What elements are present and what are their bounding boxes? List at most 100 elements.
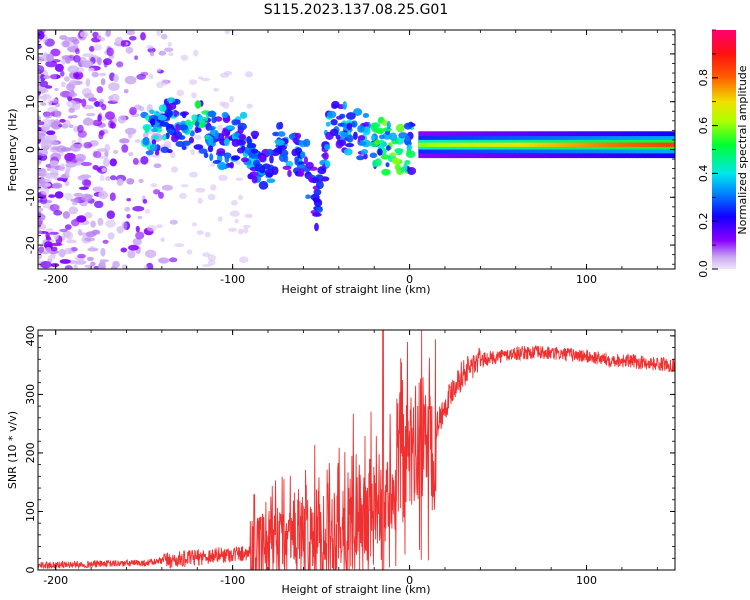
heatmap-noise-blob bbox=[217, 124, 223, 131]
heatmap-noise-blob bbox=[146, 45, 154, 50]
heatmap-noise-blob bbox=[110, 93, 120, 103]
heatmap-noise-blob bbox=[81, 179, 92, 186]
heatmap-signal-blob bbox=[315, 180, 324, 190]
heatmap-noise-blob bbox=[54, 87, 59, 92]
heatmap-noise-blob bbox=[41, 118, 52, 127]
heatmap-noise-blob bbox=[77, 136, 82, 144]
x-tick-label: 0 bbox=[406, 574, 413, 587]
heatmap-noise-blob bbox=[98, 72, 107, 77]
heatmap-noise-blob bbox=[191, 92, 197, 99]
heatmap-carrier-segment bbox=[563, 142, 569, 147]
heatmap-noise-blob bbox=[70, 143, 81, 152]
heatmap-signal-blob bbox=[312, 212, 322, 217]
heatmap-carrier-segment bbox=[456, 142, 462, 147]
heatmap-noise-blob bbox=[66, 239, 77, 244]
snr-ticks: -200 -100 0 100 0 100 200 300 400 bbox=[24, 325, 675, 587]
heatmap-noise-blob bbox=[137, 215, 143, 220]
heatmap-signal-blob bbox=[398, 132, 408, 139]
heatmap-carrier-segment bbox=[478, 142, 484, 147]
heatmap-noise-blob bbox=[156, 30, 162, 37]
heatmap-noise-blob bbox=[85, 113, 96, 117]
heatmap-signal-blob bbox=[209, 153, 214, 162]
heatmap-noise-blob bbox=[235, 177, 244, 181]
heatmap-noise-blob bbox=[93, 44, 103, 51]
heatmap-carrier-segment bbox=[589, 142, 595, 147]
heatmap-noise-blob bbox=[135, 225, 140, 233]
heatmap-noise-blob bbox=[239, 256, 249, 264]
heatmap-noise-blob bbox=[59, 118, 66, 123]
heatmap-noise-blob bbox=[117, 115, 127, 124]
heatmap-noise-blob bbox=[84, 212, 93, 219]
heatmap-noise-blob bbox=[105, 30, 112, 37]
heatmap-noise-blob bbox=[68, 92, 78, 98]
heatmap-noise-blob bbox=[82, 117, 94, 126]
heatmap-carrier-segment bbox=[662, 142, 668, 147]
heatmap-noise-blob bbox=[103, 158, 110, 167]
heatmap-noise-blob bbox=[164, 47, 174, 52]
heatmap-signal-blob bbox=[209, 129, 219, 136]
heatmap-signal-blob bbox=[339, 113, 346, 119]
heatmap-noise-blob bbox=[50, 48, 61, 57]
heatmap-noise-blob bbox=[180, 54, 189, 61]
heatmap-noise-blob bbox=[86, 256, 94, 262]
heatmap-noise-blob bbox=[38, 199, 44, 203]
heatmap-noise-blob bbox=[169, 219, 178, 225]
heatmap-signal-blob bbox=[244, 146, 251, 154]
heatmap-signal-blob bbox=[194, 100, 202, 109]
heatmap-noise-blob bbox=[179, 192, 187, 199]
heatmap-noise-blob bbox=[158, 191, 164, 199]
heatmap-noise-blob bbox=[58, 248, 66, 258]
heatmap-noise-blob bbox=[128, 244, 139, 251]
heatmap-noise-blob bbox=[83, 141, 93, 149]
y-tick-label: 300 bbox=[24, 384, 37, 405]
heatmap-noise-blob bbox=[242, 224, 251, 229]
heatmap-signal-blob bbox=[381, 168, 391, 176]
heatmap-carrier-segment bbox=[559, 142, 565, 147]
heatmap-noise-blob bbox=[243, 227, 249, 234]
heatmap-signal-blob bbox=[266, 178, 276, 183]
heatmap-noise-blob bbox=[64, 224, 72, 231]
heatmap-signal-blob bbox=[334, 131, 339, 137]
colorbar: 0.0 0.2 0.4 0.6 0.8 Normalized spectral ampl… bbox=[697, 29, 749, 278]
heatmap-signal-blob bbox=[389, 132, 398, 141]
heatmap-noise-blob bbox=[67, 65, 79, 73]
heatmap-signal-blob bbox=[246, 138, 253, 145]
heatmap-noise-blob bbox=[161, 184, 173, 191]
snr-xlabel: Height of straight line (km) bbox=[281, 583, 430, 596]
heatmap-signal-blob bbox=[246, 143, 257, 149]
heatmap-noise-blob bbox=[51, 98, 59, 104]
heatmap-signal-blob bbox=[381, 119, 388, 127]
heatmap-signal-blob bbox=[266, 148, 274, 156]
heatmap-noise-blob bbox=[45, 60, 58, 68]
heatmap-signal-blob bbox=[142, 136, 150, 146]
heatmap-noise-blob bbox=[67, 115, 74, 119]
heatmap-noise-blob bbox=[125, 127, 137, 135]
heatmap-noise-blob bbox=[54, 102, 60, 108]
heatmap-carrier-segment bbox=[585, 142, 591, 147]
heatmap-signal-blob bbox=[369, 152, 378, 159]
heatmap-signal-blob bbox=[346, 122, 353, 130]
heatmap-noise-blob bbox=[33, 262, 38, 268]
heatmap-signal-blob bbox=[374, 139, 381, 145]
heatmap-signal-blob bbox=[167, 102, 177, 111]
heatmap-noise-blob bbox=[38, 44, 42, 50]
heatmap-noise-blob bbox=[204, 231, 211, 238]
heatmap-signal-blob bbox=[274, 139, 285, 146]
heatmap-noise-blob bbox=[97, 101, 104, 108]
heatmap-noise-blob bbox=[170, 166, 179, 173]
heatmap-noise-blob bbox=[146, 225, 157, 232]
heatmap-signal-blob bbox=[272, 131, 280, 137]
heatmap-noise-blob bbox=[38, 226, 39, 228]
heatmap-signal-blob bbox=[241, 157, 249, 163]
heatmap-carrier-segment bbox=[427, 142, 432, 147]
heatmap-noise-blob bbox=[160, 237, 165, 242]
heatmap-noise-blob bbox=[89, 246, 95, 251]
spectrogram-xlabel: Height of straight line (km) bbox=[281, 283, 430, 296]
heatmap-carrier-segment bbox=[602, 142, 608, 147]
heatmap-noise-blob bbox=[229, 210, 240, 217]
heatmap-noise-blob bbox=[109, 158, 118, 167]
heatmap-noise-blob bbox=[50, 242, 63, 247]
heatmap-noise-blob bbox=[73, 55, 81, 63]
